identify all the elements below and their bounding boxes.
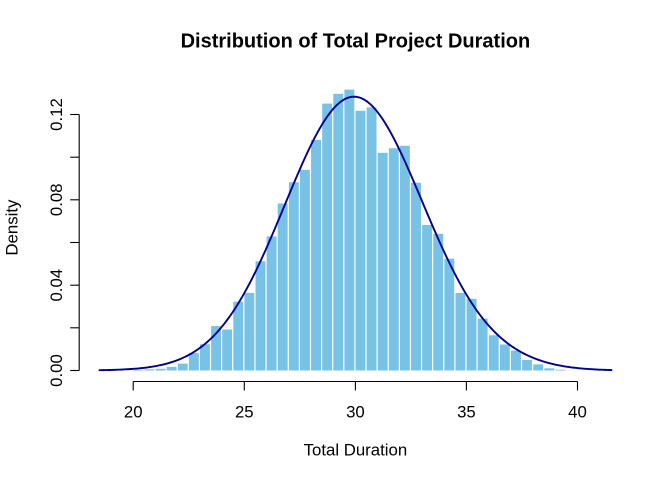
svg-text:Distribution of Total Project: Distribution of Total Project Duration [181, 31, 531, 53]
svg-text:0.08: 0.08 [47, 183, 66, 216]
svg-text:25: 25 [235, 403, 254, 422]
svg-text:40: 40 [568, 403, 587, 422]
svg-text:20: 20 [124, 403, 143, 422]
svg-text:35: 35 [457, 403, 476, 422]
svg-text:0.00: 0.00 [47, 354, 66, 387]
svg-text:0.04: 0.04 [47, 269, 66, 302]
svg-text:0.12: 0.12 [47, 98, 66, 131]
svg-text:Density: Density [3, 199, 22, 256]
svg-text:Total Duration: Total Duration [304, 441, 408, 460]
svg-text:30: 30 [346, 403, 365, 422]
